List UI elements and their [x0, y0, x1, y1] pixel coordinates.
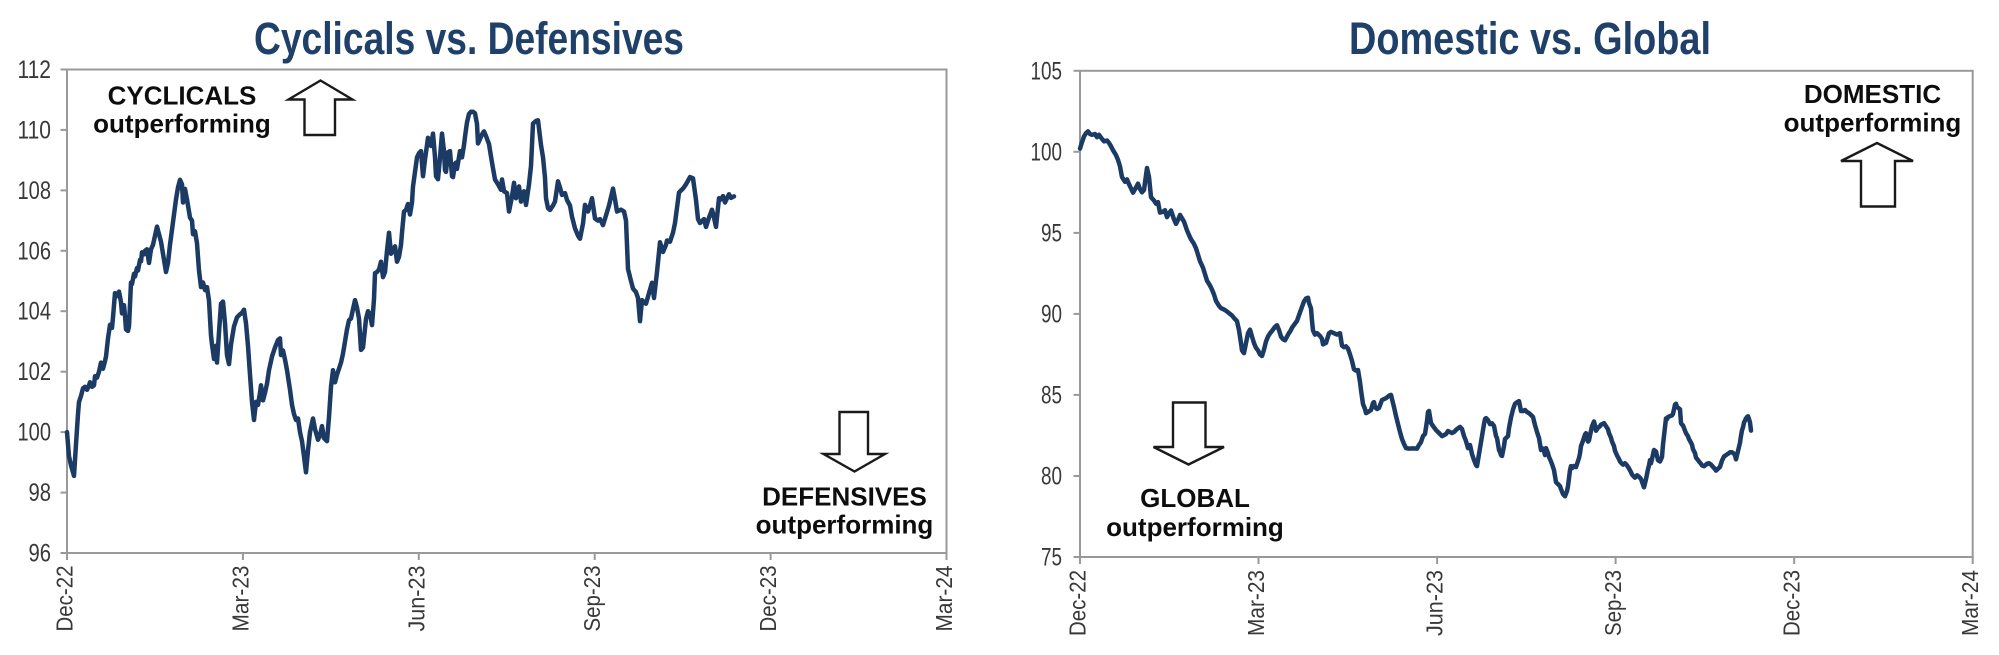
svg-text:outperforming: outperforming [756, 510, 934, 540]
svg-text:112: 112 [18, 56, 52, 84]
svg-text:Mar-23: Mar-23 [1243, 570, 1269, 636]
svg-text:106: 106 [18, 237, 52, 265]
svg-text:96: 96 [29, 540, 52, 568]
svg-text:Jun-23: Jun-23 [1422, 570, 1448, 636]
svg-text:80: 80 [1041, 463, 1062, 491]
svg-text:102: 102 [18, 358, 52, 386]
svg-text:CYCLICALS: CYCLICALS [108, 81, 257, 111]
svg-text:outperforming: outperforming [1106, 512, 1284, 542]
svg-text:Dec-22: Dec-22 [52, 566, 78, 632]
svg-text:Dec-23: Dec-23 [1779, 570, 1805, 636]
svg-text:105: 105 [1031, 57, 1063, 85]
svg-text:85: 85 [1041, 381, 1062, 409]
svg-text:outperforming: outperforming [1784, 108, 1962, 138]
svg-text:Dec-23: Dec-23 [755, 566, 781, 632]
svg-text:98: 98 [29, 479, 52, 507]
svg-text:Mar-23: Mar-23 [227, 566, 253, 632]
svg-text:100: 100 [1031, 138, 1063, 166]
svg-text:Sep-23: Sep-23 [579, 566, 605, 632]
svg-text:Domestic vs. Global: Domestic vs. Global [1349, 13, 1711, 64]
svg-text:75: 75 [1041, 544, 1062, 572]
svg-text:Jun-23: Jun-23 [403, 566, 429, 632]
svg-text:100: 100 [18, 419, 52, 447]
svg-text:Mar-24: Mar-24 [1957, 570, 1983, 636]
svg-text:110: 110 [18, 116, 52, 144]
svg-text:Mar-24: Mar-24 [931, 565, 957, 631]
svg-text:Cyclicals vs. Defensives: Cyclicals vs. Defensives [254, 13, 684, 64]
svg-text:DEFENSIVES: DEFENSIVES [762, 482, 927, 512]
svg-text:90: 90 [1041, 300, 1062, 328]
svg-text:108: 108 [18, 177, 52, 205]
svg-text:Dec-22: Dec-22 [1065, 570, 1091, 636]
svg-text:Sep-23: Sep-23 [1600, 570, 1626, 636]
svg-text:GLOBAL: GLOBAL [1140, 483, 1250, 513]
svg-text:DOMESTIC: DOMESTIC [1804, 79, 1941, 109]
svg-text:104: 104 [18, 298, 52, 326]
svg-text:outperforming: outperforming [93, 109, 271, 139]
svg-text:95: 95 [1041, 219, 1062, 247]
